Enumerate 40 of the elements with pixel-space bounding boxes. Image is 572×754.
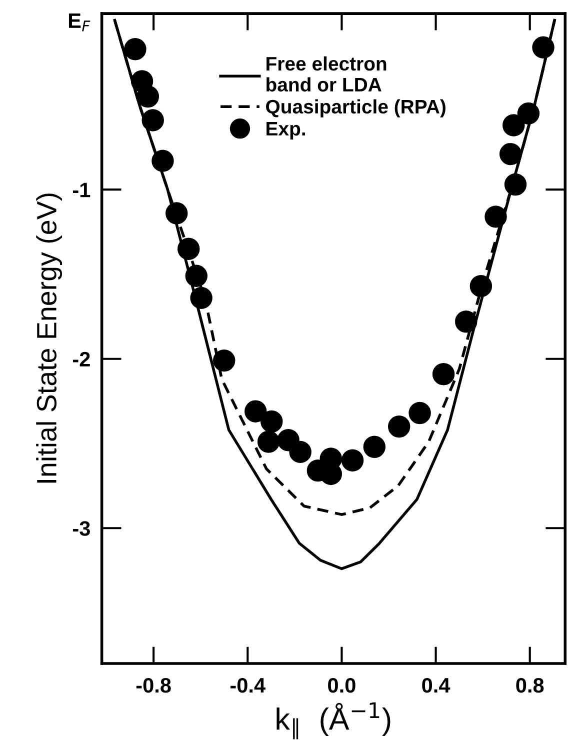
point (341, 449, 364, 472)
point (432, 362, 455, 386)
x-tick-label: 0.8 (516, 678, 544, 693)
point (244, 400, 267, 422)
point (517, 102, 540, 125)
point (136, 85, 160, 108)
y-tick-label: -2 (72, 352, 90, 366)
x-tick-label: -0.4 (230, 678, 266, 693)
legend-label: Free electron band or LDA (266, 56, 386, 92)
point (260, 410, 283, 433)
x-tick-label: 0.4 (422, 678, 450, 693)
point (289, 440, 312, 464)
point (499, 142, 522, 166)
x-axis-title: k$_{∥}$ (Å$^{−1}$) (276, 702, 390, 740)
x-tick-label: -0.8 (136, 678, 171, 693)
point (363, 436, 386, 458)
point (152, 150, 174, 172)
y-tick-label: -1 (72, 182, 90, 198)
legend-label: Exp. (266, 122, 305, 140)
point (190, 286, 212, 310)
point (408, 402, 431, 424)
point (455, 310, 478, 333)
x-tick-label: 0.0 (328, 678, 356, 693)
point (177, 238, 200, 260)
y-axis-title: Initial State Energy (eV) (36, 194, 62, 483)
point (470, 274, 492, 298)
point (165, 202, 188, 224)
point (502, 114, 525, 136)
point (257, 430, 280, 453)
legend-label: Quasiparticle (RPA) (266, 99, 446, 118)
y-tick-label: E$_{F}$ (68, 14, 90, 32)
y-tick-label: -3 (72, 521, 90, 536)
point (213, 349, 236, 372)
point (142, 109, 164, 132)
point (185, 264, 208, 288)
point (484, 206, 507, 228)
point (532, 36, 554, 59)
point (504, 173, 527, 196)
point (124, 38, 146, 60)
point (388, 415, 410, 438)
